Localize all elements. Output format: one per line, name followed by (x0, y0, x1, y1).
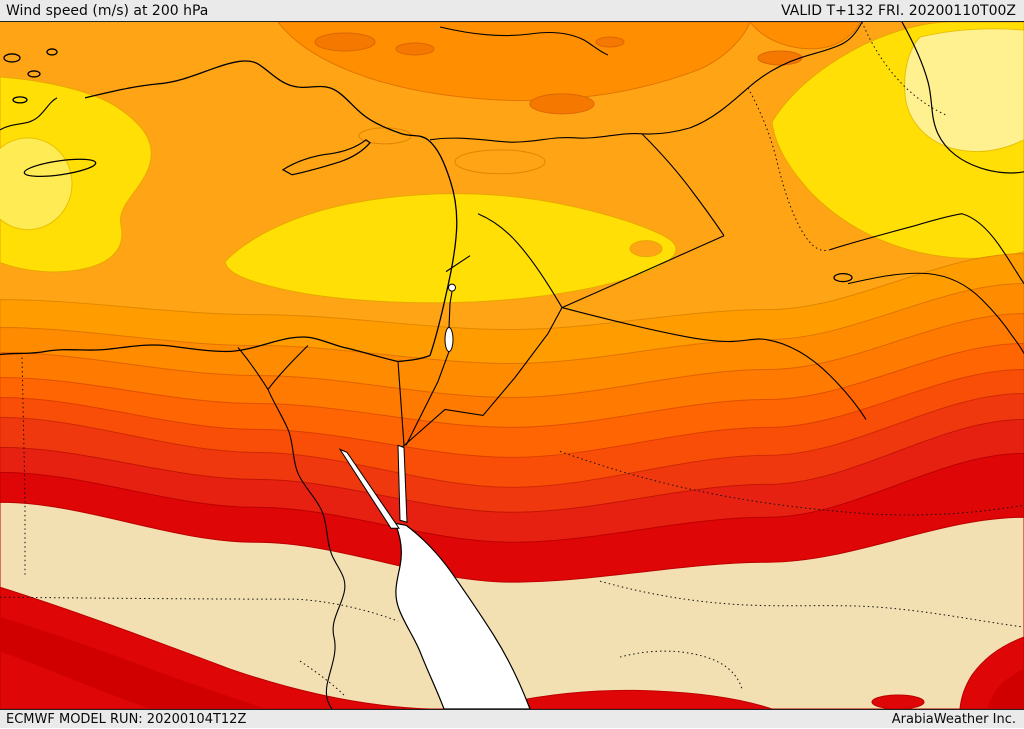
country-borders-solid (397, 22, 867, 448)
red-sea (338, 444, 531, 709)
weather-map (0, 22, 1024, 709)
model-run-label: ECMWF MODEL RUN: 20200104T12Z (6, 711, 247, 727)
iran-northeast-border (861, 22, 949, 117)
aegean-island (46, 48, 58, 56)
top-dark-orange-region (277, 22, 861, 175)
israel-jordan-border (405, 351, 450, 446)
nile-delta-branch (237, 347, 269, 390)
crete-island (23, 158, 97, 177)
caspian-sea-coast (901, 22, 1024, 174)
footer-bar: ECMWF MODEL RUN: 20200104T12Z ArabiaWeat… (0, 709, 1024, 728)
jordan-iraq-border (561, 235, 725, 309)
jordan-syria-border (477, 213, 563, 308)
turkey-syria-border (429, 22, 863, 143)
aegean-coast-fragment (0, 97, 58, 131)
map-title: Wind speed (m/s) at 200 hPa (6, 2, 209, 19)
country-borders-dotted (0, 22, 1024, 698)
brand-label: ArabiaWeather Inc. (891, 711, 1016, 727)
lakes (444, 283, 456, 353)
coastlines (0, 22, 1024, 709)
sudan-dotted (299, 660, 347, 698)
header-bar: Wind speed (m/s) at 200 hPa VALID T+132 … (0, 0, 1024, 22)
tan-region-dotted (619, 650, 743, 690)
saudi-interior-dotted (559, 450, 1024, 516)
aegean-island (12, 96, 28, 104)
gulf-island (833, 272, 853, 283)
aegean-island (3, 53, 21, 63)
egypt-libya-border (21, 357, 26, 576)
nile-river (267, 389, 346, 709)
valid-time-label: VALID T+132 FRI. 20200110T00Z (781, 2, 1016, 19)
cyprus-island (281, 139, 371, 176)
jordan-saudi-border (401, 307, 563, 448)
iraq-iran-border (747, 87, 831, 252)
sea-of-galilee (448, 283, 456, 292)
gulf-of-suez (338, 448, 400, 529)
weather-map-svg (0, 22, 1024, 709)
syria-iraq-border (641, 133, 725, 236)
black-sea-coast-fragment (439, 26, 609, 56)
jordan-river-line (448, 291, 453, 328)
mediterranean-levant-egypt-coast (0, 60, 458, 363)
wind-speed-contour-bands (0, 253, 1024, 709)
saudi-south-dotted (599, 580, 1024, 628)
persian-gulf-north-coast (829, 213, 1024, 284)
lebanon-syria-border (445, 255, 471, 273)
aegean-island (27, 70, 41, 78)
dead-sea (444, 327, 454, 353)
persian-gulf-south-coast (847, 272, 1024, 354)
iraq-saudi-border (561, 307, 867, 420)
nile-delta-branch (267, 345, 309, 390)
israel-egypt-border (397, 361, 405, 446)
southern-jet-streaks (0, 586, 1024, 709)
